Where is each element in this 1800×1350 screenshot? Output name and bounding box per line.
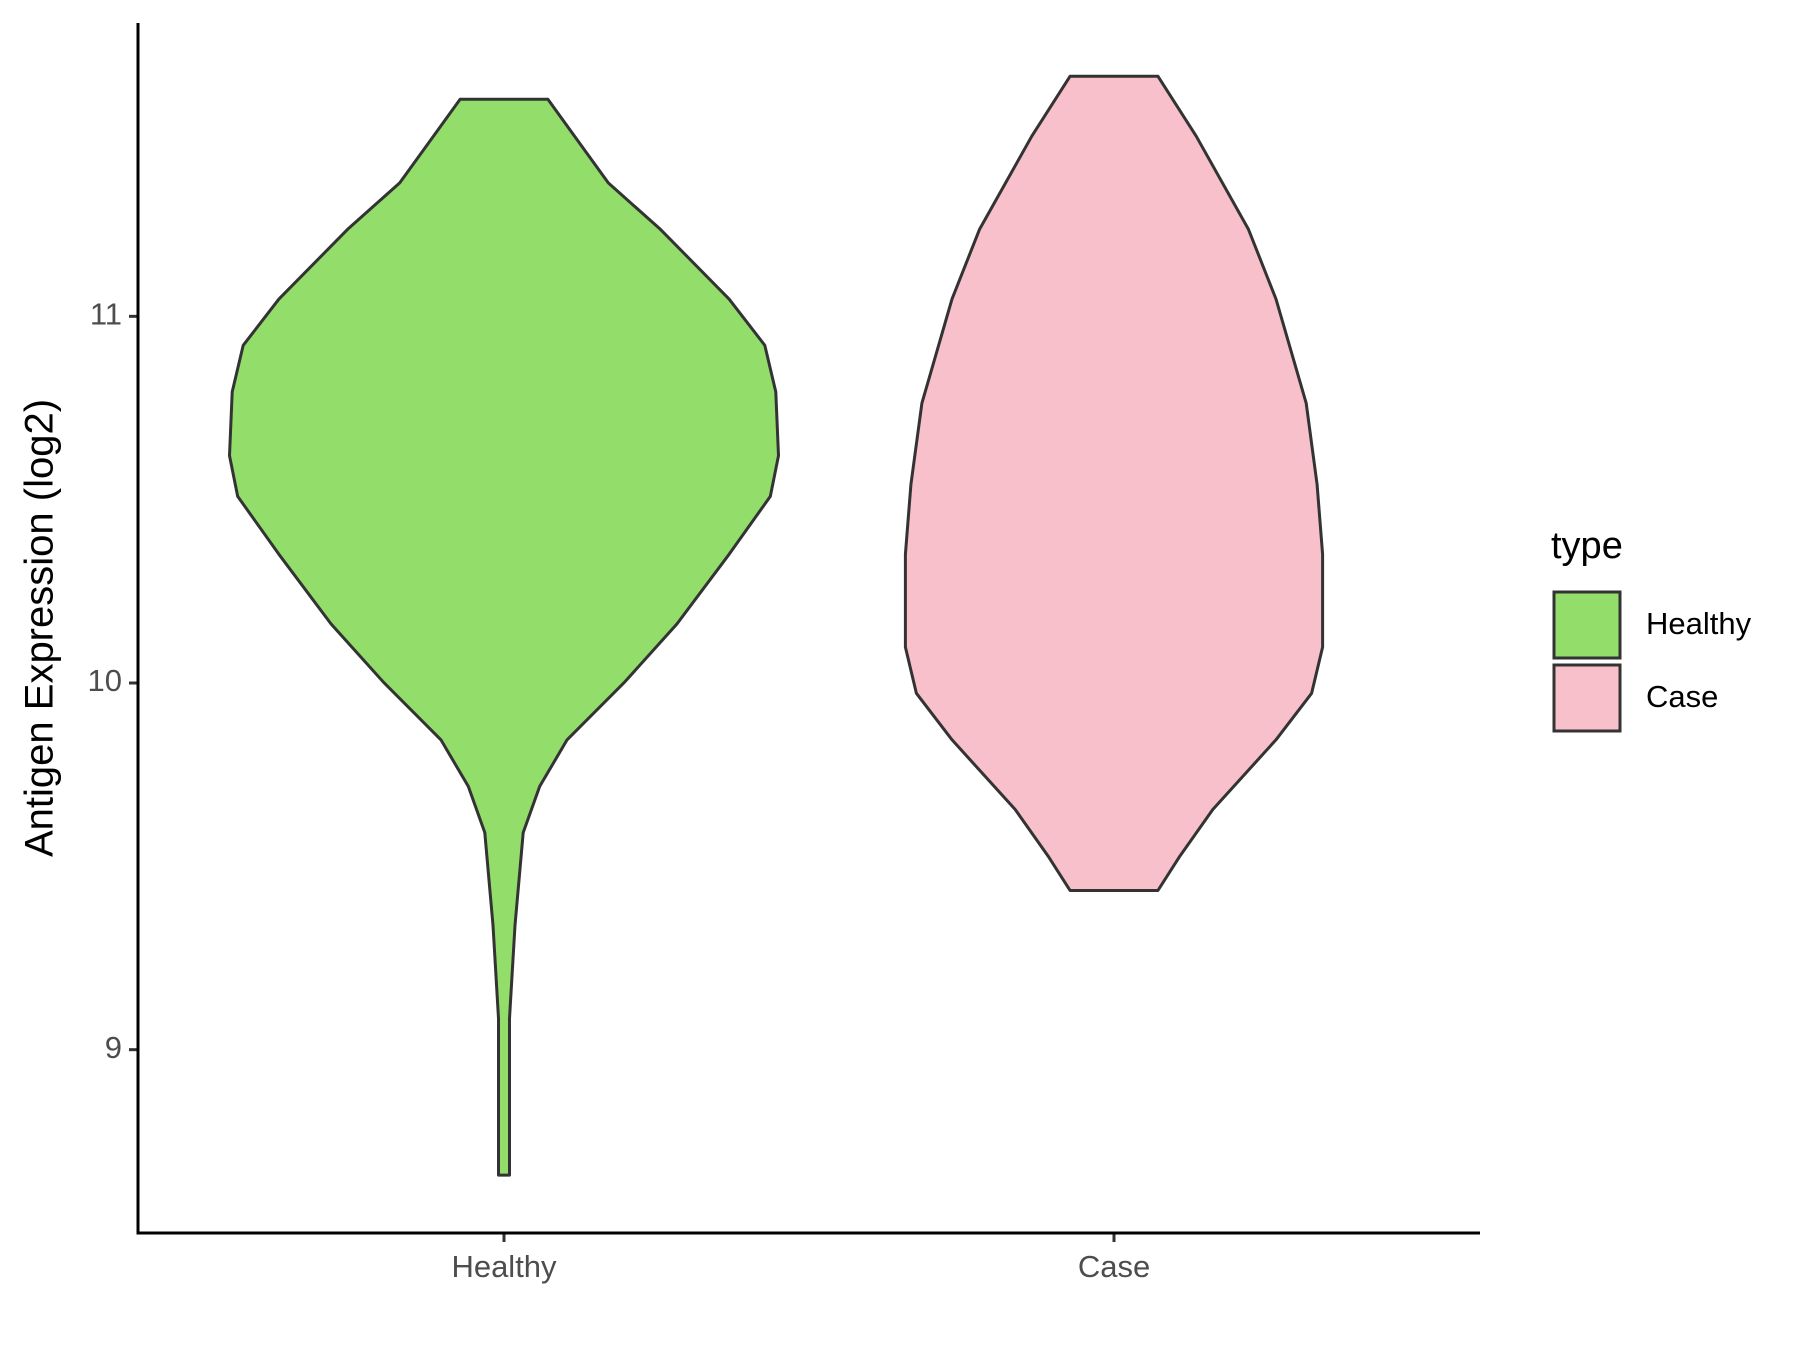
x-tick-label: Case [1078, 1249, 1150, 1284]
y-tick-label: 11 [90, 297, 122, 332]
violin [228, 97, 780, 1177]
violin [903, 74, 1325, 892]
x-tick-label: Healthy [451, 1249, 557, 1284]
y-tick-label: 10 [88, 663, 122, 698]
y-tick-label: 9 [105, 1030, 122, 1065]
legend-key [1552, 663, 1622, 733]
y-axis-title: Antigen Expression (log2) [18, 399, 62, 857]
legend-key [1552, 590, 1622, 660]
legend-label: Healthy [1646, 606, 1752, 641]
legend-title: type [1551, 525, 1623, 567]
legend-label: Case [1646, 679, 1718, 714]
